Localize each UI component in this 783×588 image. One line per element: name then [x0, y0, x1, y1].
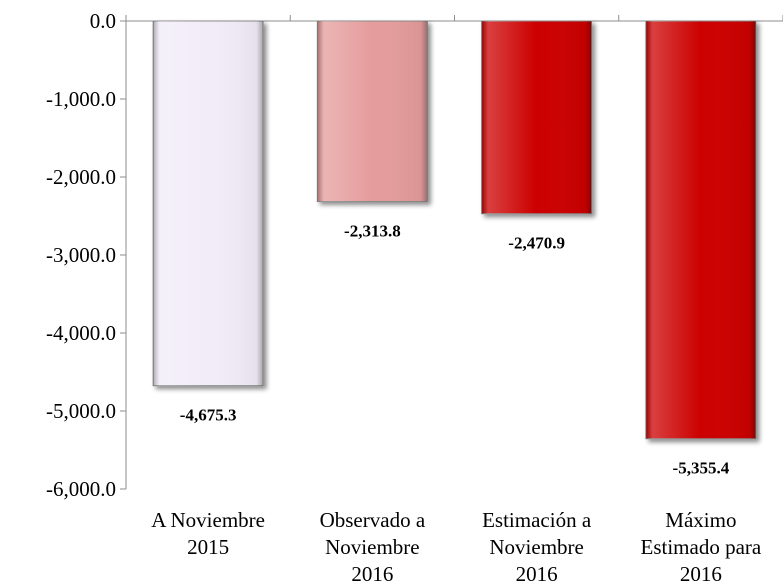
y-tick-label: -3,000.0 [46, 243, 116, 267]
x-category-label: Noviembre [489, 535, 583, 559]
x-category-label: 2015 [187, 535, 229, 559]
bar-bevel [481, 21, 592, 214]
x-category-label: 2016 [680, 562, 722, 586]
data-label: -4,675.3 [180, 406, 237, 425]
x-category-label: Noviembre [325, 535, 419, 559]
bar-bevel [153, 21, 264, 386]
bar-bevel [317, 21, 428, 202]
plot-area: 0.0 -1,000.0 -2,000.0 -3,000.0 -4,000.0 -5,00… [46, 9, 783, 586]
data-label: -2,470.9 [508, 234, 565, 253]
y-tick-label: -1,000.0 [46, 87, 116, 111]
x-category-label: 2016 [351, 562, 393, 586]
data-label: -5,355.4 [673, 459, 730, 478]
x-category-label: Estimado para [641, 535, 762, 559]
y-tick-label: -5,000.0 [46, 399, 116, 423]
data-label: -2,313.8 [344, 221, 401, 240]
x-category-label: 2016 [516, 562, 558, 586]
x-category-label: Observado a [320, 508, 426, 532]
y-tick-label: 0.0 [90, 9, 116, 33]
x-category-label: A Noviembre [151, 508, 265, 532]
y-tick-label: -6,000.0 [46, 477, 116, 501]
x-category-label: Máximo [665, 508, 736, 532]
x-category-label: Estimación a [482, 508, 592, 532]
y-tick-label: -2,000.0 [46, 165, 116, 189]
bar-bevel [645, 21, 756, 439]
y-tick-label: -4,000.0 [46, 321, 116, 345]
